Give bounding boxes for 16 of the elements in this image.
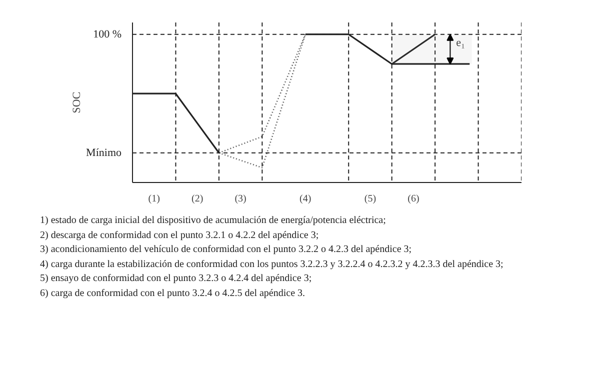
text: 4) carga durante la estabilización de conformidad con los puntos 3.2.2.3 y 3.2.2.4 o 4.2.3.2 y 4.2.3.3 del apéndice 3;: [40, 258, 504, 270]
text: 3) acondicionamiento del vehículo de conformidad con el punto 3.2.2 o 4.2.3 del apéndice 3;: [40, 244, 413, 256]
x-tick-label: (3): [234, 194, 246, 204]
ref-line-label: Mínimo: [86, 146, 122, 159]
x-tick-label: (6): [408, 194, 420, 204]
x-tick-label: (1): [148, 194, 160, 204]
text: 5) ensayo de conformidad con el punto 3.2.3 o 4.2.4 del apéndice 3;: [40, 273, 313, 284]
ref-line-label: 100 %: [93, 28, 122, 40]
x-tick-label: (4): [300, 194, 312, 204]
x-tick-label: (5): [364, 194, 376, 204]
band-label: e₁: [456, 37, 466, 50]
text: 2) descarga de conformidad con el punto 3.2.1 o 4.2.2 del apéndice 3;: [40, 230, 320, 241]
x-tick-label: (2): [192, 194, 204, 204]
text: 6) carga de conformidad con el punto 3.2.4 o 4.2.5 del apéndice 3.: [40, 288, 306, 299]
y-axis-title: SOC: [71, 92, 84, 114]
text: 1) estado de carga inicial del dispositivo de acumulación de energía/potencia eléctrica;: [40, 215, 387, 226]
